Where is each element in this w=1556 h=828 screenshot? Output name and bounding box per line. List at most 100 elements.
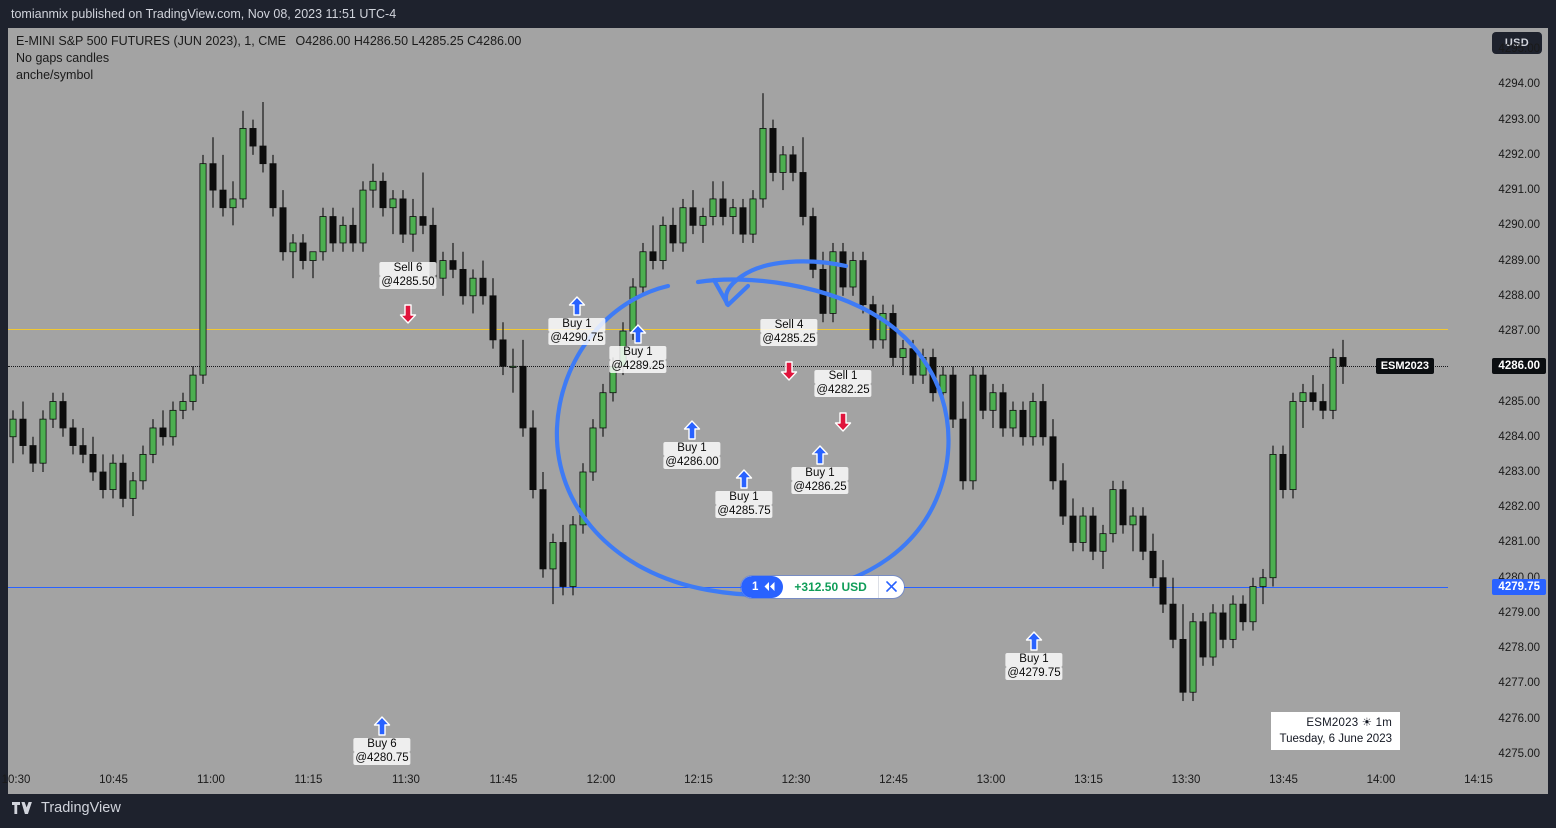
symbol-price-tag: ESM2023 xyxy=(1375,358,1434,375)
time-axis[interactable]: 10:30 10:45 11:00 11:15 11:30 11:45 12:00 12:15… xyxy=(2,768,1548,794)
price-tick: 4275.00 xyxy=(1498,747,1540,760)
trade-marker-price: @4280.75 xyxy=(353,751,411,765)
price-tick: 4276.00 xyxy=(1498,712,1540,725)
time-tick: 11:30 xyxy=(392,774,420,786)
tradingview-brand[interactable]: TradingView xyxy=(12,800,121,816)
sell-arrow-icon xyxy=(780,361,798,386)
candlestick-series xyxy=(9,93,1347,702)
price-tick: 4290.00 xyxy=(1498,219,1540,232)
price-tick: 4288.00 xyxy=(1498,289,1540,302)
trade-marker-label: Sell 4 @4285.25 xyxy=(760,319,818,346)
buy-arrow-icon xyxy=(373,716,391,741)
chart-info-symbol-interval: ESM2023 ☀ 1m xyxy=(1306,717,1392,729)
average-price-line xyxy=(8,329,1448,331)
time-tick: 13:00 xyxy=(976,774,1006,786)
chart-info-date: Tuesday, 6 June 2023 xyxy=(1279,733,1392,745)
close-icon[interactable] xyxy=(877,575,904,598)
trade-marker-side-qty: Sell 6 xyxy=(379,262,437,276)
trade-marker-side-qty: Sell 4 xyxy=(760,319,818,333)
time-tick: 13:15 xyxy=(1074,774,1103,786)
position-qty-button[interactable]: 1 xyxy=(741,575,784,598)
trade-marker-price: @4285.25 xyxy=(760,332,818,346)
price-tick: 4279.00 xyxy=(1498,606,1540,619)
buy-arrow-icon xyxy=(629,324,647,349)
buy-arrow-icon xyxy=(735,469,753,494)
sell-arrow-icon xyxy=(399,304,417,329)
pnl-value-label: +312.50 USD xyxy=(794,579,867,594)
time-tick: 14:00 xyxy=(1366,774,1396,786)
buy-arrow-icon xyxy=(811,445,829,470)
trade-marker-label: Buy 1 @4286.00 xyxy=(663,442,721,469)
drawing-annotations[interactable] xyxy=(8,28,1448,768)
position-pnl-badge[interactable]: 1 +312.50 USD xyxy=(741,575,904,598)
price-tick: 4291.00 xyxy=(1498,184,1540,197)
trade-marker-price: @4289.25 xyxy=(609,359,667,373)
trade-marker-side-qty: Buy 1 xyxy=(663,442,721,456)
price-tick: 4294.00 xyxy=(1498,78,1540,91)
hand-drawn-ellipse-icon[interactable] xyxy=(554,277,951,597)
buy-arrow-icon xyxy=(568,296,586,321)
trade-marker-label: Buy 1 @4290.75 xyxy=(548,318,606,345)
time-tick: 11:45 xyxy=(489,774,518,786)
price-tick: 4284.00 xyxy=(1498,430,1540,443)
last-price-tag: 4286.00 xyxy=(1492,358,1546,375)
trade-marker-side-qty: Buy 1 xyxy=(548,318,606,332)
trade-marker-price: @4286.25 xyxy=(791,480,849,494)
time-tick: 10:30 xyxy=(1,774,31,786)
buy-arrow-icon xyxy=(1025,631,1043,656)
time-tick: 11:15 xyxy=(294,774,323,786)
buy-arrow-icon xyxy=(683,420,701,445)
trade-marker-label: Buy 1 @4289.25 xyxy=(609,346,667,373)
last-price-line xyxy=(8,366,1448,368)
price-tick: 4278.00 xyxy=(1498,642,1540,655)
trade-marker-price: @4285.75 xyxy=(715,504,773,518)
time-tick: 13:30 xyxy=(1171,774,1201,786)
position-entry-line xyxy=(8,586,1448,588)
trade-marker-label: Buy 1 @4285.75 xyxy=(715,491,773,518)
price-tick: 4285.00 xyxy=(1498,395,1540,408)
tradingview-brand-label: TradingView xyxy=(41,800,121,816)
time-tick: 10:45 xyxy=(99,774,128,786)
trade-marker-side-qty: Sell 1 xyxy=(814,370,872,384)
trade-marker-label: Sell 6 @4285.50 xyxy=(379,262,437,289)
price-tick: 4292.00 xyxy=(1498,148,1540,161)
trade-marker-price: @4279.75 xyxy=(1005,666,1063,680)
price-tick: 4295.00 xyxy=(1498,43,1540,56)
chart-pane[interactable]: Sell 6 @4285.50 Buy 6 @4280.75 Buy 1 @4290.… xyxy=(8,28,1448,768)
time-tick: 12:15 xyxy=(684,774,713,786)
time-tick: 12:45 xyxy=(879,774,908,786)
time-tick: 12:00 xyxy=(586,774,616,786)
price-tick: 4277.00 xyxy=(1498,677,1540,690)
sell-arrow-icon xyxy=(834,412,852,437)
price-tick: 4287.00 xyxy=(1498,325,1540,338)
trade-marker-label: Buy 1 @4279.75 xyxy=(1005,653,1063,680)
price-axis[interactable]: USD 4295.00 4294.00 4293.00 4292.00 4291.00 4… xyxy=(1375,28,1548,768)
trade-marker-price: @4282.25 xyxy=(814,383,872,397)
trade-marker-side-qty: Buy 1 xyxy=(791,467,849,481)
trade-marker-side-qty: Buy 6 xyxy=(353,738,411,752)
footer-bar: TradingView xyxy=(0,794,1556,828)
time-tick: 14:15 xyxy=(1464,774,1493,786)
time-tick: 11:00 xyxy=(197,774,225,786)
trade-marker-label: Buy 1 @4286.25 xyxy=(791,467,849,494)
trade-marker-price: @4285.50 xyxy=(379,275,437,289)
price-tick: 4281.00 xyxy=(1498,536,1540,549)
chart-info-box: ESM2023 ☀ 1m Tuesday, 6 June 2023 xyxy=(1271,712,1400,750)
trade-marker-side-qty: Buy 1 xyxy=(715,491,773,505)
publish-info-bar: tomianmix published on TradingView.com, … xyxy=(0,0,1556,28)
price-tick: 4282.00 xyxy=(1498,501,1540,514)
trade-marker-side-qty: Buy 1 xyxy=(609,346,667,360)
rewind-icon[interactable] xyxy=(764,582,775,592)
trade-marker-label: Buy 6 @4280.75 xyxy=(353,738,411,765)
tradingview-logo-icon xyxy=(12,801,34,815)
hand-drawn-arrow-icon[interactable] xyxy=(711,259,849,308)
position-price-tag: 4279.75 xyxy=(1492,578,1546,595)
price-tick: 4293.00 xyxy=(1498,113,1540,126)
price-tick: 4289.00 xyxy=(1498,254,1540,267)
time-tick: 12:30 xyxy=(781,774,811,786)
position-qty-label: 1 xyxy=(752,580,759,593)
trade-marker-label: Sell 1 @4282.25 xyxy=(814,370,872,397)
currency-badge[interactable]: USD xyxy=(1491,32,1542,54)
time-tick: 13:45 xyxy=(1269,774,1298,786)
